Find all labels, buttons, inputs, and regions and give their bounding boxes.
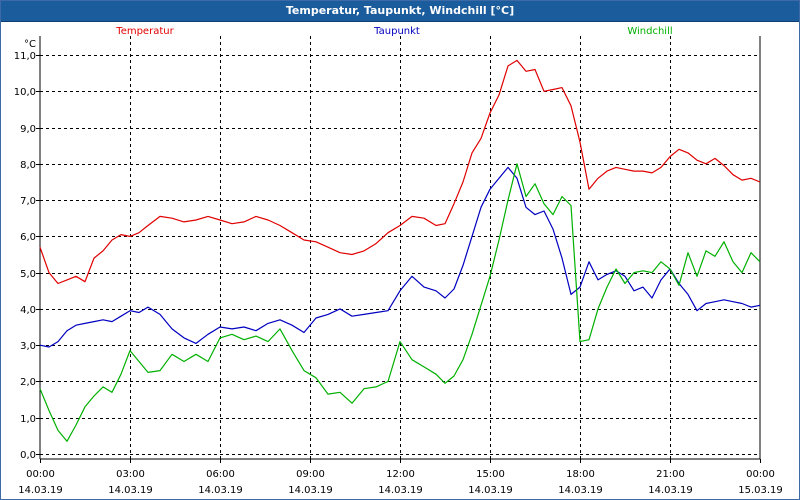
y-tick-label: 0,0	[20, 450, 36, 461]
y-tick-label: 5,0	[20, 269, 36, 280]
legend-label-windchill: Windchill	[627, 26, 672, 37]
x-tick-date: 14.03.19	[558, 485, 603, 496]
y-tick-label: 8,0	[20, 160, 36, 171]
series-line-windchill	[39, 163, 761, 442]
x-tick-time: 18:00	[566, 469, 595, 480]
legend: Temperatur Taupunkt Windchill	[115, 26, 672, 37]
x-tick-date: 15.03.19	[738, 485, 783, 496]
x-tick-date: 14.03.19	[108, 485, 153, 496]
legend-label-taupunkt: Taupunkt	[373, 26, 420, 37]
x-tick-time: 12:00	[386, 469, 415, 480]
x-tick-date: 14.03.19	[198, 485, 243, 496]
title-divider	[1, 21, 799, 22]
x-tick-date: 14.03.19	[18, 485, 63, 496]
grid	[40, 36, 760, 459]
x-tick-time: 03:00	[116, 469, 145, 480]
y-tick-label: 10,0	[14, 87, 36, 98]
x-tick-date: 14.03.19	[288, 485, 333, 496]
x-tick-date: 14.03.19	[648, 485, 693, 496]
axes	[36, 36, 761, 463]
legend-label-temperatur: Temperatur	[115, 26, 174, 37]
y-tick-label: 2,0	[20, 377, 36, 388]
y-tick-label: 1,0	[20, 414, 36, 425]
y-tick-label: 7,0	[20, 196, 36, 207]
series-group	[39, 59, 761, 442]
y-tick-label: 11,0	[14, 51, 36, 62]
x-tick-time: 21:00	[656, 469, 685, 480]
chart-title: Temperatur, Taupunkt, Windchill [°C]	[1, 1, 799, 21]
y-axis-unit: °C	[24, 39, 36, 50]
x-tick-time: 09:00	[296, 469, 325, 480]
x-tick-time: 00:00	[26, 469, 55, 480]
series-line-temperatur	[39, 59, 761, 285]
y-tick-label: 9,0	[20, 124, 36, 135]
series-line-taupunkt	[39, 166, 761, 348]
x-tick-date: 14.03.19	[378, 485, 423, 496]
y-tick-label: 4,0	[20, 305, 36, 316]
x-tick-time: 15:00	[476, 469, 505, 480]
x-tick-date: 14.03.19	[468, 485, 513, 496]
x-tick-time: 06:00	[206, 469, 235, 480]
y-tick-label: 3,0	[20, 341, 36, 352]
x-tick-time: 00:00	[746, 469, 775, 480]
y-tick-label: 6,0	[20, 232, 36, 243]
axis-labels: 0,0 1,0 2,0 3,0 4,0 5,0 6,0 7,0 8,0 9,0 10,0 11,0°C…	[14, 39, 783, 496]
